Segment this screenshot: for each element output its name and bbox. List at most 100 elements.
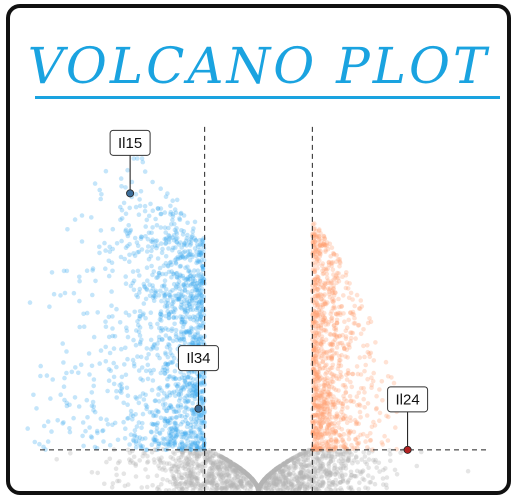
up-point [328, 376, 334, 382]
not-significant-point [313, 467, 318, 472]
down-point [189, 447, 194, 452]
down-point [181, 334, 186, 340]
down-point [119, 207, 125, 213]
not-significant-point [368, 479, 374, 485]
down-point [144, 447, 150, 453]
not-significant-point [328, 487, 334, 491]
not-significant-point [329, 453, 334, 459]
down-point [134, 396, 139, 401]
down-point [192, 389, 197, 395]
down-point [185, 300, 191, 305]
up-point [358, 331, 364, 337]
up-point [323, 301, 329, 307]
down-point [166, 374, 172, 380]
down-point [189, 298, 195, 304]
down-point [154, 275, 159, 281]
not-significant-point [259, 480, 265, 486]
not-significant-point [303, 449, 308, 454]
up-point [317, 251, 322, 256]
down-point [89, 363, 95, 369]
down-point [168, 259, 174, 265]
up-point [319, 243, 325, 248]
not-significant-point [127, 457, 132, 462]
not-significant-point [255, 484, 260, 490]
up-point [327, 409, 333, 414]
up-point [333, 431, 338, 436]
down-point [186, 430, 192, 435]
not-significant-point [161, 465, 167, 470]
down-point [102, 240, 107, 246]
not-significant-point [194, 454, 200, 459]
down-point [186, 433, 191, 439]
not-significant-point [317, 465, 323, 471]
down-point [132, 432, 137, 438]
down-point [90, 268, 95, 273]
not-significant-point [236, 465, 241, 470]
up-point [333, 429, 339, 435]
not-significant-point [329, 451, 335, 457]
down-point [171, 237, 177, 243]
not-significant-point [283, 480, 289, 486]
down-point [133, 342, 139, 348]
down-point [164, 344, 170, 350]
down-point [192, 411, 197, 417]
up-point [368, 431, 373, 436]
up-point [320, 304, 326, 310]
not-significant-point [280, 469, 285, 474]
down-point [177, 413, 183, 419]
down-point [194, 388, 199, 394]
not-significant-point [188, 482, 194, 488]
not-significant-point [243, 470, 248, 476]
not-significant-point [346, 485, 352, 490]
down-point [106, 258, 112, 264]
down-point [141, 301, 147, 306]
down-point [199, 243, 204, 248]
not-significant-point [110, 481, 116, 486]
not-significant-point [222, 465, 228, 470]
not-significant-point [290, 455, 296, 461]
not-significant-point [298, 471, 304, 476]
not-significant-point [195, 481, 201, 486]
not-significant-point [321, 480, 326, 486]
not-significant-point [204, 455, 209, 461]
down-point [131, 437, 136, 443]
not-significant-point [289, 482, 295, 487]
not-significant-point [292, 455, 297, 460]
up-point [323, 383, 328, 388]
down-point [202, 409, 207, 414]
down-point [162, 282, 167, 288]
not-significant-point [195, 465, 200, 471]
down-point [154, 438, 160, 444]
not-significant-point [228, 462, 233, 468]
down-point [150, 378, 156, 383]
up-point [314, 254, 319, 260]
down-point [162, 391, 167, 396]
not-significant-point [349, 452, 355, 457]
up-point [337, 334, 342, 339]
up-point [365, 445, 370, 450]
not-significant-point [337, 480, 343, 485]
down-point [123, 228, 128, 234]
down-point [167, 234, 172, 239]
not-significant-point [241, 468, 246, 474]
down-point [171, 409, 177, 415]
not-significant-point [293, 487, 298, 491]
down-point [106, 366, 112, 372]
not-significant-point [269, 469, 275, 475]
up-point [315, 248, 321, 254]
not-significant-point [232, 484, 237, 490]
down-point [159, 250, 165, 256]
not-significant-point [284, 459, 290, 465]
down-point [176, 445, 182, 451]
up-point [311, 311, 316, 317]
down-point [176, 398, 182, 404]
down-point [152, 398, 158, 404]
down-point [199, 288, 205, 294]
up-point [325, 278, 331, 284]
not-significant-point [330, 480, 336, 485]
not-significant-point [288, 480, 294, 486]
not-significant-point [145, 474, 151, 480]
down-point [188, 307, 193, 312]
not-significant-point [223, 456, 228, 462]
up-point [329, 437, 334, 443]
